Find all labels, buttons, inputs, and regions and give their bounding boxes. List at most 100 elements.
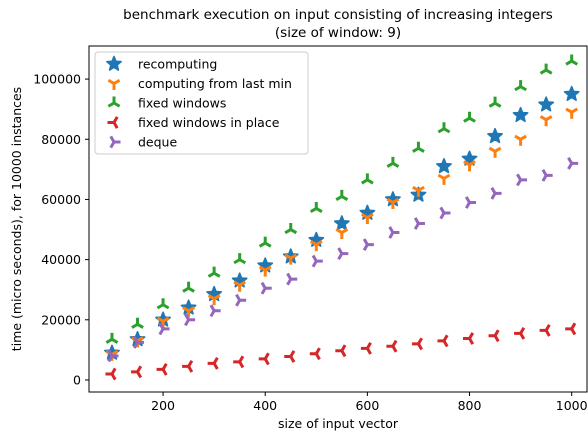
data-point (182, 281, 195, 293)
x-tick-label: 600 (355, 398, 379, 413)
legend-item: deque (109, 135, 177, 150)
data-point (488, 146, 502, 158)
legend-label: fixed windows in place (138, 115, 280, 130)
data-point (335, 189, 349, 201)
data-point (286, 272, 298, 286)
data-point (412, 141, 425, 153)
data-point (207, 357, 219, 370)
chart-subtitle: (size of window: 9) (275, 25, 401, 41)
data-point (258, 265, 272, 277)
data-point (132, 335, 145, 349)
data-point (437, 173, 451, 185)
data-point (156, 363, 168, 376)
data-point (567, 156, 579, 170)
series-4 (107, 156, 579, 363)
data-point (333, 215, 350, 231)
x-axis-ticks: 200 400 600 800 1000 (151, 392, 588, 413)
chart-title: benchmark execution on input consisting … (123, 7, 553, 23)
data-point (539, 63, 553, 75)
legend-label: computing from last min (138, 76, 292, 91)
legend: recomputing computing from last min fixed … (94, 51, 309, 155)
data-point (156, 298, 170, 310)
data-point (386, 156, 400, 168)
data-point (260, 281, 272, 295)
legend-marker (107, 96, 121, 108)
data-point (514, 134, 527, 146)
legend-marker (109, 135, 121, 149)
data-point (512, 106, 529, 123)
data-point (386, 197, 400, 209)
data-point (360, 173, 374, 185)
y-tick-label: 0 (73, 372, 81, 387)
data-point (437, 334, 449, 348)
data-point (411, 337, 423, 351)
data-point (284, 253, 298, 265)
data-point (233, 253, 247, 265)
y-tick-label: 100000 (33, 72, 81, 87)
data-point (516, 173, 528, 187)
data-point (386, 339, 398, 353)
data-point (235, 293, 247, 307)
legend-item: recomputing (106, 55, 217, 72)
y-axis-label: time (micro seconds), for 10000 instance… (9, 87, 24, 351)
series-1 (105, 107, 579, 361)
data-point (233, 355, 245, 369)
legend-item: fixed windows in place (107, 115, 280, 130)
data-point (360, 212, 374, 225)
data-point (284, 223, 298, 235)
data-point (335, 344, 347, 358)
data-point (311, 254, 323, 268)
data-point (463, 332, 475, 345)
data-point (284, 350, 296, 363)
legend-marker (107, 116, 119, 129)
x-tick-label: 200 (151, 398, 175, 413)
x-axis-label: size of input vector (278, 416, 399, 431)
data-point (337, 247, 349, 260)
y-tick-label: 40000 (41, 252, 81, 267)
data-point (565, 107, 579, 119)
legend-label: deque (138, 135, 177, 150)
series-2 (105, 54, 579, 344)
data-point (541, 168, 553, 182)
series-3 (105, 322, 577, 381)
x-tick-label: 400 (253, 398, 277, 413)
data-point (412, 185, 425, 197)
data-point (487, 127, 503, 144)
y-tick-label: 60000 (41, 192, 81, 207)
data-point (233, 280, 247, 292)
data-points (104, 54, 580, 381)
data-point (309, 347, 321, 361)
data-point (565, 322, 577, 336)
plot-frame (88, 45, 588, 393)
data-point (388, 226, 400, 239)
x-tick-label: 1000 (556, 398, 588, 413)
data-point (463, 160, 476, 172)
data-point (207, 294, 221, 306)
data-point (461, 150, 478, 166)
data-point (105, 332, 119, 344)
data-point (362, 238, 374, 251)
data-point (488, 329, 500, 343)
data-point (182, 360, 194, 373)
data-point (107, 349, 119, 363)
series-0 (104, 85, 580, 360)
data-point (490, 187, 502, 200)
data-point (413, 217, 425, 230)
data-point (539, 115, 553, 127)
data-point (538, 96, 555, 112)
data-point (463, 111, 476, 123)
data-point (309, 201, 323, 214)
data-point (207, 266, 221, 278)
data-point (158, 322, 170, 336)
x-tick-label: 800 (458, 398, 482, 413)
data-point (360, 341, 372, 355)
data-point (488, 96, 502, 108)
legend-item: fixed windows (107, 96, 226, 111)
data-point (437, 122, 451, 134)
data-point (563, 85, 580, 102)
data-point (565, 54, 579, 66)
y-tick-label: 80000 (41, 132, 81, 147)
legend-item: computing from last min (107, 76, 292, 91)
data-point (209, 304, 221, 318)
y-tick-label: 20000 (41, 312, 81, 327)
